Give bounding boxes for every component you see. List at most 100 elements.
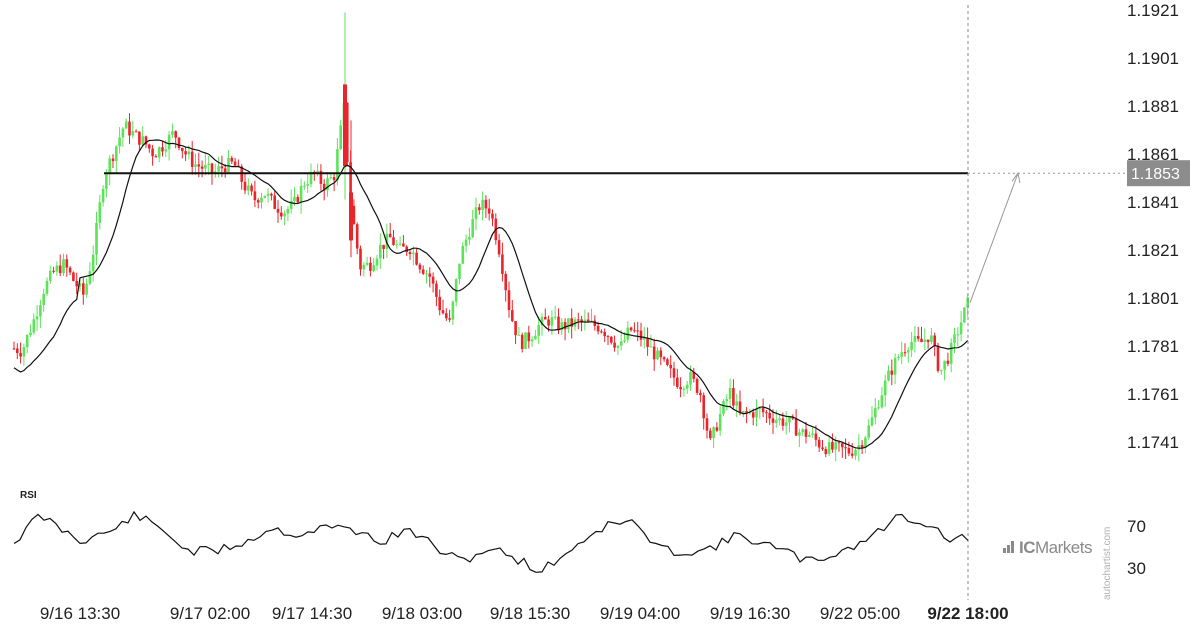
candle-body <box>712 427 715 439</box>
candle-body <box>296 196 300 203</box>
candle-body <box>666 359 669 365</box>
logo-ic: IC <box>1019 538 1036 557</box>
candle-body <box>260 197 263 203</box>
price-tag-box <box>1127 160 1190 187</box>
candle-body <box>379 244 382 259</box>
candle-body <box>217 166 220 172</box>
candle-body <box>949 342 953 364</box>
candle-body <box>471 219 474 238</box>
candle-body <box>623 339 626 342</box>
candle-body <box>547 319 550 326</box>
candle-body <box>916 336 920 339</box>
candle-body <box>593 320 597 326</box>
candle-body <box>827 442 831 455</box>
candle-body <box>715 427 719 431</box>
price-tick-label: 1.1801 <box>1127 289 1179 308</box>
price-tick-label: 1.1821 <box>1127 241 1179 260</box>
candle-body <box>118 137 121 147</box>
candle-body <box>946 360 950 364</box>
candle-body <box>237 165 240 167</box>
candle-body <box>854 449 857 456</box>
candle-body <box>141 136 144 145</box>
moving-average-line <box>13 139 969 449</box>
candle-body <box>847 447 851 454</box>
candle-body <box>709 430 712 439</box>
candle-body <box>768 412 771 419</box>
candle-body <box>233 161 237 166</box>
candle-body <box>263 195 267 198</box>
candle-body <box>732 388 735 406</box>
candle-body <box>441 310 445 314</box>
candle-body <box>124 121 128 129</box>
candle-body <box>303 185 306 187</box>
candle-body <box>12 348 16 350</box>
candle-body <box>560 322 564 331</box>
candle-body <box>570 318 573 327</box>
candle-body <box>306 184 309 186</box>
candle-body <box>58 265 62 274</box>
candle-body <box>88 271 92 284</box>
candle-body <box>438 296 441 311</box>
candle-body <box>121 128 125 138</box>
time-tick-label: 9/18 15:30 <box>490 604 570 623</box>
candle-body <box>725 399 729 402</box>
candle-body <box>504 273 507 291</box>
candle-body <box>283 213 286 217</box>
candle-body <box>870 417 874 426</box>
rsi-line <box>13 510 969 573</box>
candle-body <box>144 136 148 145</box>
candle-body <box>864 437 867 448</box>
candle-body <box>35 316 39 320</box>
candle-body <box>877 407 880 409</box>
candle-body <box>613 342 616 348</box>
candle-body <box>161 147 164 152</box>
candle-body <box>273 195 276 209</box>
candle-body <box>75 280 78 287</box>
candle-body <box>326 178 329 191</box>
candle-body <box>398 243 402 245</box>
candle-body <box>68 267 72 273</box>
price-axis: 1.1921 1.1901 1.1881 1.1861 1.1841 1.1821 1.18… <box>1127 1 1179 452</box>
candle-body <box>936 345 940 371</box>
candle-body <box>679 386 682 390</box>
price-tick-label: 1.1741 <box>1127 433 1179 452</box>
candle-body <box>567 318 570 330</box>
candle-body <box>256 200 260 203</box>
candle-body <box>72 272 75 281</box>
candle-body <box>194 164 197 167</box>
candle-body <box>49 270 52 281</box>
candle-body <box>270 193 273 196</box>
candle-body <box>375 258 379 266</box>
candle-body <box>603 331 606 337</box>
price-tick-label: 1.1861 <box>1127 145 1179 164</box>
candle-body <box>451 301 455 320</box>
candle-body <box>131 131 135 136</box>
candle-body <box>606 336 610 338</box>
candle-body <box>652 346 656 360</box>
candle-body <box>491 213 494 219</box>
candle-body <box>610 336 613 343</box>
candle-body <box>365 262 369 265</box>
candle-body <box>247 185 250 191</box>
candle-body <box>322 183 326 191</box>
candle-body <box>517 334 521 336</box>
candle-body <box>702 395 705 419</box>
candle-body <box>943 360 946 370</box>
candle-body <box>600 331 603 333</box>
candle-body <box>910 341 913 351</box>
candle-body <box>19 353 22 357</box>
candle-body <box>369 262 372 271</box>
candle-body <box>223 168 227 173</box>
candle-body <box>831 442 834 450</box>
candle-body <box>481 199 484 210</box>
candle-body <box>412 252 415 254</box>
candle-body <box>95 222 98 255</box>
candle-body <box>187 151 191 155</box>
candle-body <box>544 316 547 320</box>
candle-body <box>210 163 214 174</box>
time-tick-label: 9/19 16:30 <box>710 604 790 623</box>
candle-body <box>890 370 894 375</box>
candle-body <box>336 149 339 181</box>
candle-body <box>537 325 540 336</box>
